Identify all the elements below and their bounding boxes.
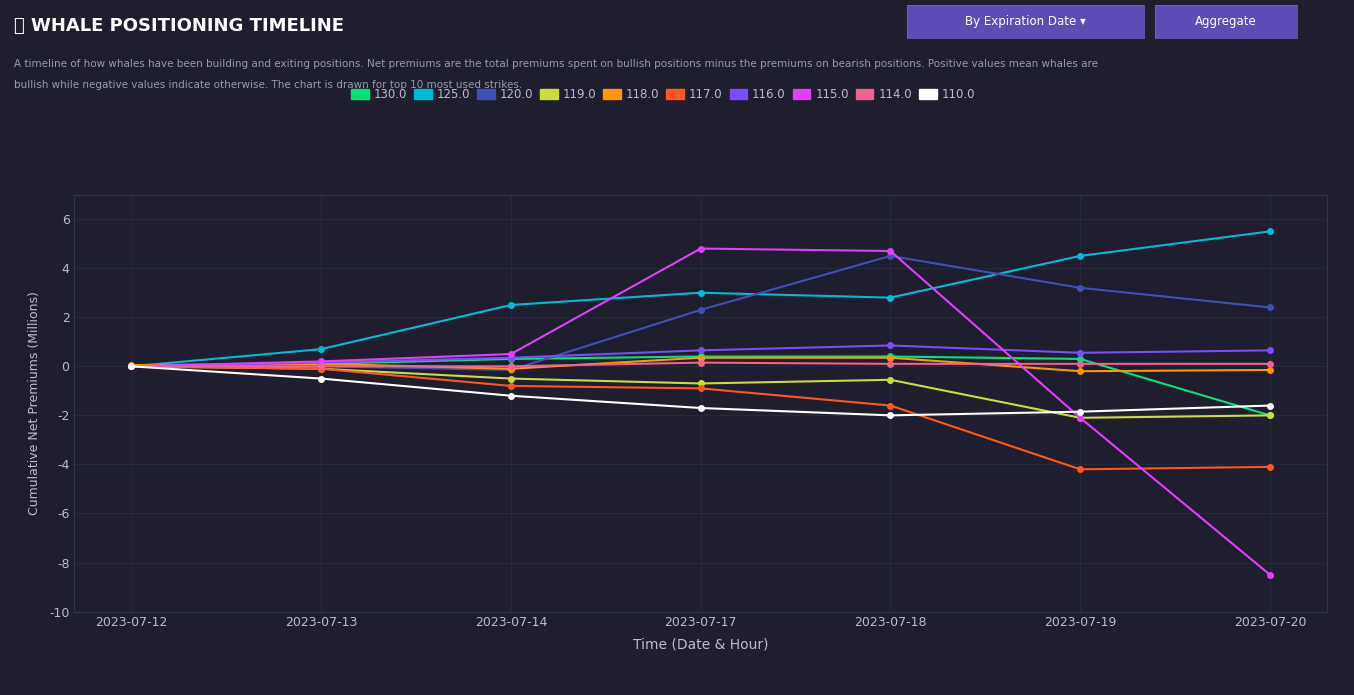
Text: bullish while negative values indicate otherwise. The chart is drawn for top 10 : bullish while negative values indicate o… [14,80,521,90]
Y-axis label: Cumulative Net Premiums (Millions): Cumulative Net Premiums (Millions) [28,291,41,515]
Text: A timeline of how whales have been building and exiting positions. Net premiums : A timeline of how whales have been build… [14,59,1098,69]
Text: ⏱ WHALE POSITIONING TIMELINE: ⏱ WHALE POSITIONING TIMELINE [14,17,344,35]
X-axis label: Time (Date & Hour): Time (Date & Hour) [632,638,769,652]
Text: Aggregate: Aggregate [1196,15,1257,28]
Legend: 130.0, 125.0, 120.0, 119.0, 118.0, 117.0, 116.0, 115.0, 114.0, 110.0: 130.0, 125.0, 120.0, 119.0, 118.0, 117.0… [347,83,979,106]
Text: By Expiration Date ▾: By Expiration Date ▾ [965,15,1086,28]
